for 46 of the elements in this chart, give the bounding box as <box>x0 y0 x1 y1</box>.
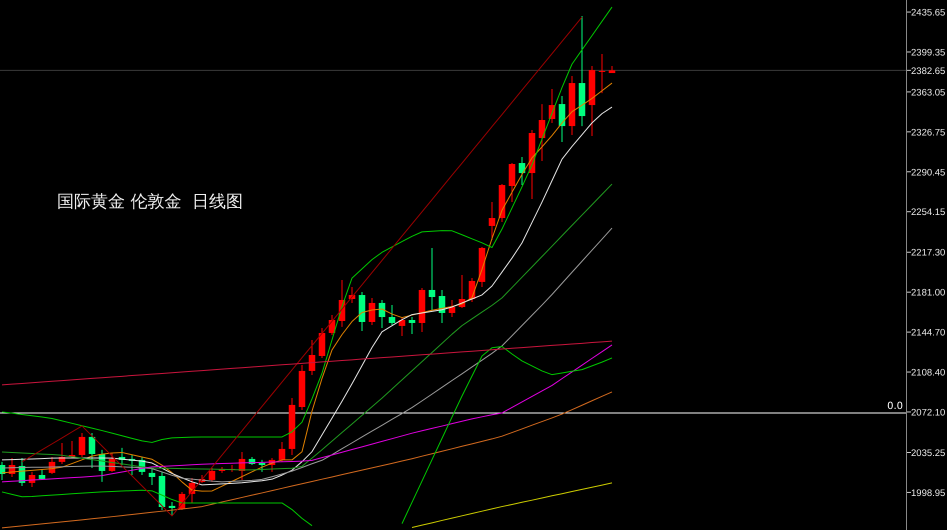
candlestick <box>538 104 546 162</box>
line-series <box>2 6 612 443</box>
candlestick <box>278 441 286 462</box>
y-tick-label: 2217.30 <box>911 248 946 259</box>
candlestick <box>388 304 396 326</box>
line-series <box>2 184 612 470</box>
y-tick-label: 2254.15 <box>911 207 946 218</box>
text: 国际黄金 伦敦金 日线图 <box>57 192 244 212</box>
y-tick-label: 2072.10 <box>911 407 946 418</box>
candlestick <box>488 201 496 241</box>
candlestick <box>558 96 566 143</box>
candlestick <box>508 162 516 202</box>
candlestick <box>258 459 266 472</box>
y-tick-label: 2181.00 <box>911 288 946 299</box>
line-series <box>2 344 612 482</box>
line-series <box>412 482 612 528</box>
candlestick <box>598 54 606 94</box>
candlestick <box>308 340 316 376</box>
candlestick <box>518 156 526 186</box>
y-tick-label: 2290.45 <box>911 167 946 178</box>
candlestick <box>368 298 376 326</box>
y-tick-label: 2326.75 <box>911 127 946 138</box>
y-tick-label: 2399.35 <box>911 47 946 58</box>
line-series <box>22 16 582 516</box>
line-series <box>2 340 612 386</box>
text: 0.0 <box>887 400 903 412</box>
y-tick-label: 2363.05 <box>911 87 946 98</box>
y-tick-label: 2144.70 <box>911 328 946 339</box>
line-series <box>2 391 612 528</box>
candlestick <box>428 247 436 310</box>
candlestick <box>408 316 416 334</box>
candlestick <box>398 316 406 336</box>
candlestick <box>78 432 86 458</box>
y-tick-label: 1998.95 <box>911 488 946 499</box>
candlestick <box>168 501 176 516</box>
line-series <box>2 228 612 482</box>
y-tick-label: 2108.40 <box>911 368 946 379</box>
candlestick <box>148 467 156 486</box>
candlestick <box>208 467 216 482</box>
y-tick-label: 2382.65 <box>911 66 946 77</box>
candlestick <box>318 328 326 358</box>
y-tick-label: 2035.25 <box>911 448 946 459</box>
candlestick <box>448 299 456 318</box>
candlestick <box>88 432 96 468</box>
candlestick <box>378 299 386 329</box>
y-tick-label: 2435.65 <box>911 8 946 19</box>
